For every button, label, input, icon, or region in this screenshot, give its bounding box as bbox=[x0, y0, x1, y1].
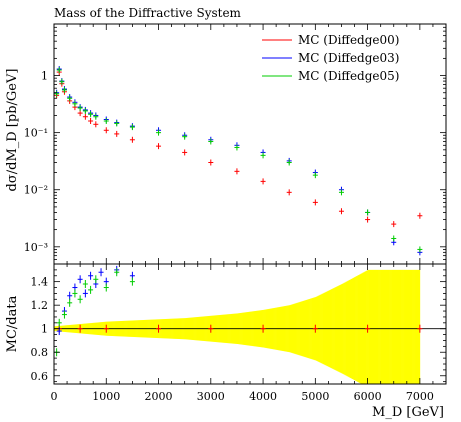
x-tick-label: 0 bbox=[51, 390, 58, 403]
ratio-y-axis-label: MC/data bbox=[5, 295, 20, 352]
uncertainty-band-bin bbox=[373, 269, 376, 384]
uncertainty-band-bin bbox=[374, 269, 377, 384]
uncertainty-band-bin bbox=[403, 269, 405, 384]
uncertainty-band-bin bbox=[392, 269, 395, 384]
main-y-axis-label: dσ/dM_D [pb/GeV] bbox=[5, 69, 20, 192]
uncertainty-band-bin bbox=[383, 269, 385, 384]
uncertainty-band-bin bbox=[381, 269, 383, 384]
x-tick-label: 1000 bbox=[92, 390, 120, 403]
x-tick-label: 6000 bbox=[354, 390, 382, 403]
x-tick-label: 2000 bbox=[145, 390, 173, 403]
uncertainty-band-bin bbox=[367, 269, 369, 384]
uncertainty-band-bin bbox=[371, 269, 374, 384]
uncertainty-band-bin bbox=[378, 269, 380, 384]
x-axis-label: M_D [GeV] bbox=[372, 405, 444, 420]
uncertainty-band-bin bbox=[401, 269, 403, 384]
main-plot-area bbox=[54, 66, 423, 256]
main-y-ticks: 1 10⁻¹ 10⁻² 10⁻³ bbox=[24, 23, 446, 265]
uncertainty-band-bin bbox=[391, 269, 393, 384]
uncertainty-band-bin bbox=[414, 269, 416, 384]
uncertainty-band-bin bbox=[385, 269, 387, 384]
ratio-y-ticks: 0.6 0.8 1 1.2 1.4 bbox=[31, 269, 446, 383]
uncertainty-band-bin bbox=[393, 269, 396, 384]
uncertainty-band-bin bbox=[386, 269, 388, 384]
ratio-panel: 0.6 0.8 1 1.2 1.4 0 1000 2000 3000 4000 5000 6000 7… bbox=[5, 24, 447, 420]
legend: MC (Diffedge00) MC (Diffedge03) MC (Diffed… bbox=[262, 33, 399, 83]
uncertainty-band-bin bbox=[398, 269, 401, 384]
uncertainty-band-bin bbox=[369, 269, 372, 384]
uncertainty-band-bin bbox=[368, 269, 370, 384]
uncertainty-band-bin bbox=[375, 269, 378, 384]
uncertainty-band-bin bbox=[364, 271, 366, 384]
uncertainty-band-bin bbox=[411, 269, 413, 384]
uncertainty-band-bin bbox=[390, 269, 392, 384]
uncertainty-band-bin bbox=[379, 269, 381, 384]
uncertainty-band-bin bbox=[394, 269, 397, 384]
uncertainty-band-bin bbox=[365, 271, 367, 384]
uncertainty-band-bin bbox=[407, 269, 409, 384]
uncertainty-band-bin bbox=[402, 269, 404, 384]
y-tick-label: 10⁻¹ bbox=[24, 127, 48, 140]
uncertainty-band-bin bbox=[397, 269, 400, 384]
uncertainty-band-bin bbox=[404, 269, 406, 384]
x-tick-label: 3000 bbox=[197, 390, 225, 403]
uncertainty-band-bin bbox=[384, 269, 386, 384]
uncertainty-band-bin bbox=[395, 269, 398, 384]
uncertainty-band-bin bbox=[382, 269, 384, 384]
uncertainty-band-bin bbox=[377, 269, 379, 384]
uncertainty-band-bin bbox=[416, 269, 419, 384]
uncertainty-band-bin bbox=[396, 269, 399, 384]
uncertainty-band-bin bbox=[413, 269, 415, 384]
ratio-y-tick-label: 1.4 bbox=[31, 276, 49, 289]
uncertainty-band-bin bbox=[372, 269, 375, 384]
chart-title: Mass of the Diffractive System bbox=[54, 6, 242, 20]
uncertainty-band-bin bbox=[410, 269, 412, 384]
x-tick-label: 7000 bbox=[406, 390, 434, 403]
ratio-y-tick-label: 1 bbox=[41, 323, 48, 336]
ratio-y-tick-label: 0.6 bbox=[31, 370, 49, 383]
y-tick-label: 1 bbox=[41, 70, 48, 83]
uncertainty-band-bin bbox=[363, 272, 365, 384]
uncertainty-band-bin bbox=[408, 269, 410, 384]
ratio-y-tick-label: 0.8 bbox=[31, 346, 49, 359]
y-tick-label: 10⁻² bbox=[24, 184, 48, 197]
uncertainty-band-bin bbox=[405, 269, 407, 384]
uncertainty-band-bin bbox=[389, 269, 391, 384]
legend-label: MC (Diffedge03) bbox=[298, 51, 399, 65]
ratio-plot-area bbox=[54, 265, 446, 384]
uncertainty-band-bin bbox=[370, 269, 373, 384]
uncertainty-band-bin bbox=[417, 269, 420, 384]
uncertainty-band-bin bbox=[387, 269, 389, 384]
x-tick-label: 4000 bbox=[249, 390, 277, 403]
y-tick-label: 10⁻³ bbox=[24, 241, 48, 254]
x-ticks: 0 1000 2000 3000 4000 5000 6000 7000 bbox=[51, 24, 447, 403]
x-tick-label: 5000 bbox=[301, 390, 329, 403]
uncertainty-band-bin bbox=[415, 269, 418, 384]
legend-label: MC (Diffedge00) bbox=[298, 33, 399, 47]
uncertainty-band-bin bbox=[380, 269, 382, 384]
uncertainty-band-bin bbox=[409, 269, 411, 384]
ratio-y-tick-label: 1.2 bbox=[31, 299, 49, 312]
uncertainty-band-bin bbox=[388, 269, 390, 384]
uncertainty-band-bin bbox=[400, 269, 402, 384]
uncertainty-band-bin bbox=[406, 269, 408, 384]
legend-label: MC (Diffedge05) bbox=[298, 69, 399, 83]
uncertainty-band-bin bbox=[412, 269, 414, 384]
